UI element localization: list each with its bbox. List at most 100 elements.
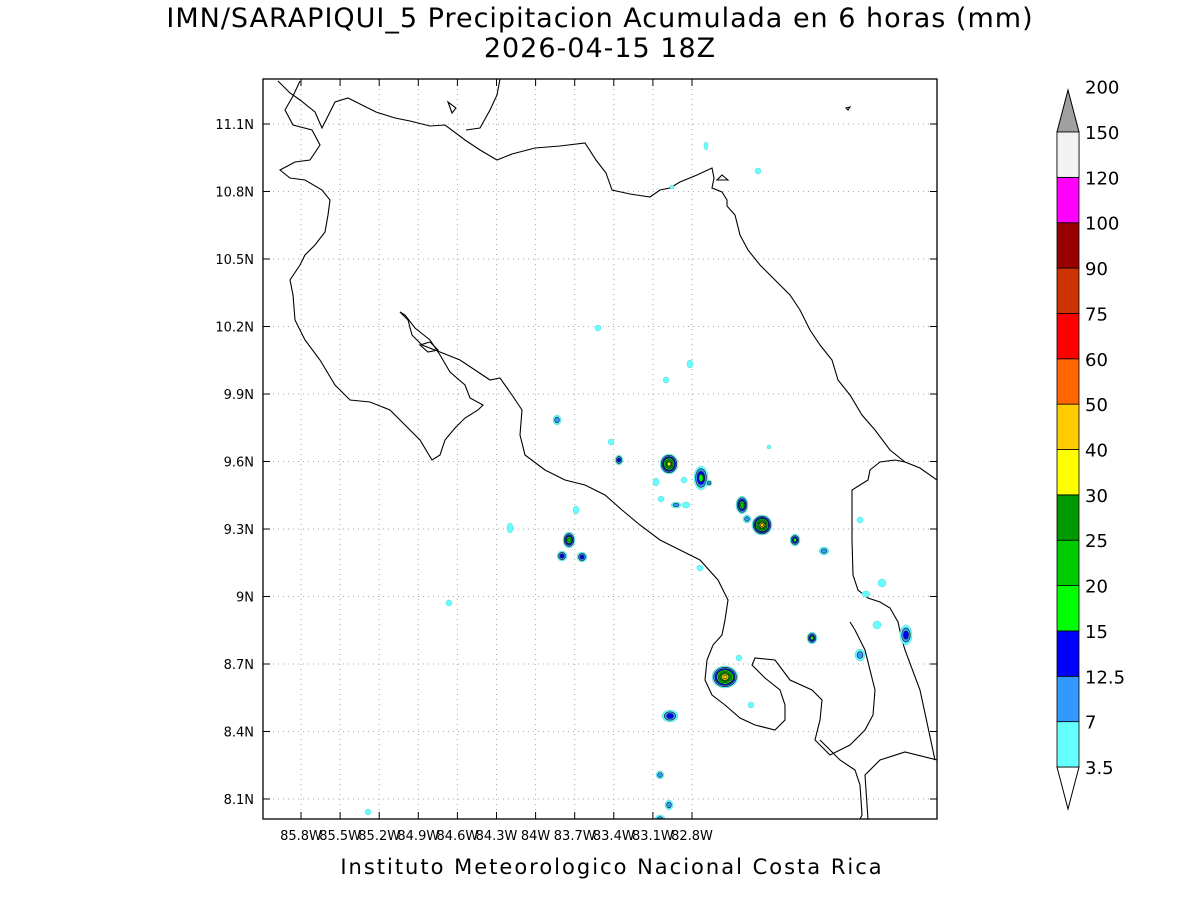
- rain-cell: [696, 564, 704, 572]
- lon-tick-label: 84.3W: [476, 829, 518, 844]
- rain-cell: [856, 516, 864, 524]
- rain-cell: [681, 501, 691, 509]
- lon-tick-label: 83.1W: [632, 829, 674, 844]
- lat-tick-label: 9N: [236, 591, 254, 606]
- rain-cell: [686, 359, 694, 369]
- colorbar-level-label: 3.5: [1085, 758, 1114, 779]
- rain-cell: [655, 770, 665, 780]
- rain-cell: [818, 546, 830, 556]
- lat-tick-label: 10.8N: [215, 186, 254, 201]
- colorbar-swatch: [1056, 494, 1080, 541]
- rain-cell: [899, 624, 913, 646]
- colorbar-level-label: 60: [1085, 350, 1108, 371]
- colorbar-level-label: 30: [1085, 486, 1108, 507]
- rain-cell: [693, 465, 709, 491]
- colorbar-swatch: [1056, 267, 1080, 314]
- lat-tick-label: 11.1N: [215, 118, 254, 133]
- rain-cell: [594, 324, 602, 332]
- colorbar-lower-arrow: [1056, 766, 1080, 811]
- rain-cell: [747, 701, 755, 709]
- rain-cell: [735, 654, 743, 662]
- colorbar-level-label: 120: [1085, 168, 1119, 189]
- rain-cell: [552, 414, 562, 426]
- precipitation-contours: [364, 141, 913, 819]
- rain-cell: [711, 665, 739, 689]
- rain-cell: [735, 495, 749, 515]
- rain-cell: [562, 531, 576, 549]
- graticule: [263, 79, 937, 819]
- colorbar-level-label: 75: [1085, 304, 1108, 325]
- footer-credit: Instituto Meteorologico Nacional Costa R…: [340, 855, 884, 879]
- colorbar-swatch: [1056, 585, 1080, 632]
- rain-cell: [576, 551, 588, 563]
- colorbar-level-label: 7: [1085, 713, 1096, 734]
- rain-cell: [652, 477, 660, 487]
- rain-cell: [861, 590, 871, 598]
- lat-tick-label: 9.3N: [224, 523, 254, 538]
- rain-cell: [662, 376, 670, 384]
- lon-tick-label: 83.4W: [593, 829, 635, 844]
- colorbar-swatch: [1056, 358, 1080, 405]
- rain-cell: [657, 495, 665, 503]
- rain-cell: [659, 453, 679, 475]
- map-title: IMN/SARAPIQUI_5 Precipitacion Acumulada …: [166, 3, 1034, 34]
- lon-tick-label: 83.7W: [554, 829, 596, 844]
- rain-cell: [664, 799, 674, 811]
- colorbar-level-label: 20: [1085, 577, 1108, 598]
- rain-cell: [445, 599, 453, 607]
- rain-cell: [614, 454, 624, 466]
- colorbar-level-label: 100: [1085, 214, 1119, 235]
- colorbar-level-label: 200: [1085, 78, 1119, 99]
- latitude-axis: 11.1N 10.8N 10.5N 10.2N 9.9N 9.6N 9.3N 9N 8.7N 8.…: [215, 118, 937, 808]
- rain-cell: [670, 501, 682, 509]
- rain-cell: [703, 141, 709, 151]
- lon-tick-label: 82.8W: [671, 829, 713, 844]
- lat-tick-label: 10.2N: [215, 321, 254, 336]
- rain-cell: [506, 522, 514, 534]
- lon-tick-label: 84.9W: [397, 829, 439, 844]
- lon-tick-label: 85.2W: [358, 829, 400, 844]
- rain-cell: [877, 578, 887, 588]
- lat-tick-label: 8.7N: [224, 658, 254, 673]
- colorbar-swatch: [1056, 313, 1080, 360]
- rain-cell: [556, 550, 568, 562]
- colorbar-swatch: [1056, 176, 1080, 224]
- colorbar-swatch: [1056, 131, 1080, 178]
- colorbar-level-label: 50: [1085, 395, 1108, 416]
- lat-tick-label: 8.4N: [224, 726, 254, 741]
- rain-cell: [766, 444, 772, 450]
- rain-cell: [661, 709, 679, 723]
- rain-cell: [789, 533, 801, 547]
- lat-tick-label: 9.6N: [224, 456, 254, 471]
- colorbar-level-label: 15: [1085, 622, 1108, 643]
- colorbar-level-label: 150: [1085, 123, 1119, 144]
- plot-frame: [262, 78, 938, 820]
- colorbar-swatch: [1056, 449, 1080, 496]
- lon-tick-label: 84W: [521, 829, 551, 844]
- colorbar-swatch: [1056, 222, 1080, 269]
- colorbar-level-label: 40: [1085, 441, 1108, 462]
- rain-cell: [572, 505, 580, 515]
- lon-tick-label: 85.5W: [319, 829, 361, 844]
- lon-tick-label: 84.6W: [436, 829, 478, 844]
- lat-tick-label: 10.5N: [215, 253, 254, 268]
- colorbar-legend: 3.5 7 12.5 15 20 25 30 40 50 60 75 90 100 120 150 200: [1056, 78, 1125, 811]
- rain-cell: [607, 438, 615, 446]
- colorbar-swatch: [1056, 721, 1080, 768]
- colorbar-upper-arrow: [1056, 88, 1080, 133]
- rain-cell: [669, 184, 675, 190]
- lat-tick-label: 8.1N: [224, 793, 254, 808]
- rain-cell: [751, 514, 773, 536]
- colorbar-swatch: [1056, 539, 1080, 586]
- colorbar-swatch: [1056, 403, 1080, 450]
- colorbar-level-label: 12.5: [1085, 667, 1125, 688]
- lat-tick-label: 9.9N: [224, 388, 254, 403]
- map-timestamp: 2026-04-15 18Z: [483, 33, 717, 64]
- colorbar-swatch: [1056, 675, 1080, 723]
- rain-cell: [680, 476, 688, 484]
- lon-tick-label: 85.8W: [280, 829, 322, 844]
- rain-cell: [754, 167, 762, 175]
- rain-cell: [742, 514, 752, 524]
